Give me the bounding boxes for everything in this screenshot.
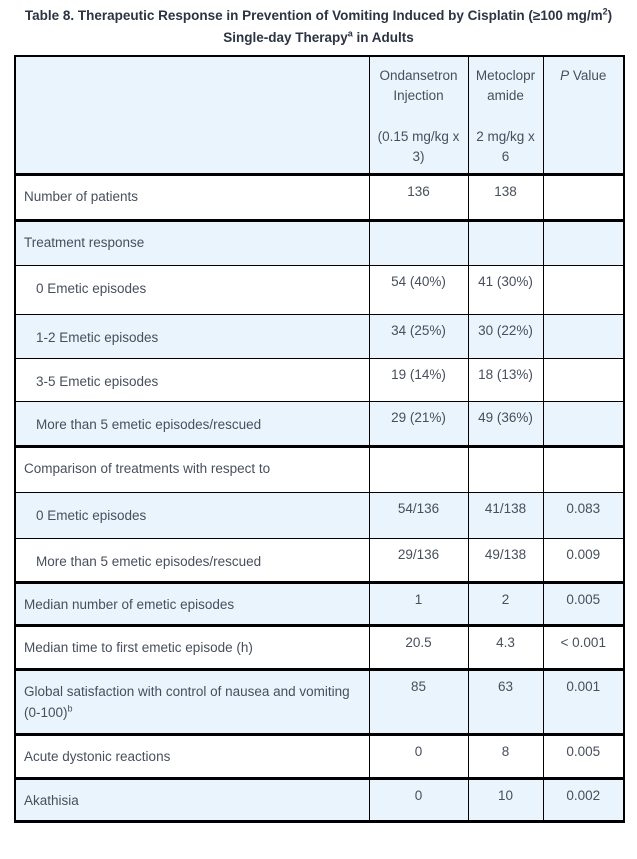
header-metoclopramide: Metoclopr amide 2 mg/kg x 6 xyxy=(467,55,544,177)
ondansetron-value: 34 (25%) xyxy=(368,314,469,360)
p-value-italic-p: P xyxy=(560,68,570,84)
header-empty-cell xyxy=(14,55,370,177)
metoclopramide-value: 18 (13%) xyxy=(467,358,544,403)
therapeutic-response-table: Ondansetron Injection (0.15 mg/kg x 3) M… xyxy=(14,55,625,824)
row-label: Treatment response xyxy=(14,220,370,267)
ondansetron-value: 0 xyxy=(368,734,469,781)
metoclopramide-value: 41 (30%) xyxy=(467,265,544,316)
row-label: Median time to first emetic episode (h) xyxy=(14,625,370,672)
row-label: 0 Emetic episodes xyxy=(14,492,370,540)
ondansetron-value: 29 (21%) xyxy=(368,401,469,449)
title-superscript: a xyxy=(347,28,353,39)
row-label: Median number of emetic episodes xyxy=(14,582,370,628)
ondansetron-value: 0 xyxy=(368,778,469,823)
table-row: Median time to first emetic episode (h) 2… xyxy=(14,625,625,672)
table-row: Median number of emetic episodes 1 2 0.005 xyxy=(14,582,625,628)
metoclopramide-value xyxy=(467,446,544,494)
p-value-cell: 0.009 xyxy=(542,538,625,585)
ondansetron-value xyxy=(368,446,469,494)
table-row: Akathisia 0 10 0.002 xyxy=(14,778,625,823)
title-text: Table 8. Therapeutic Response in Prevent… xyxy=(24,8,603,23)
table-row: Acute dystonic reactions 0 8 0.005 xyxy=(14,734,625,781)
metoclopramide-value: 49 (36%) xyxy=(467,401,544,449)
table-row: Global satisfaction with control of naus… xyxy=(14,669,625,737)
metoclopramide-value: 41/138 xyxy=(467,492,544,540)
row-label: Comparison of treatments with respect to xyxy=(14,446,370,494)
p-value-cell: < 0.001 xyxy=(542,625,625,672)
ondansetron-value: 54 (40%) xyxy=(368,265,469,316)
title-text: ) Single-day Therapy xyxy=(223,8,613,45)
p-value-cell: 0.005 xyxy=(542,734,625,781)
p-value-cell: 0.083 xyxy=(542,492,625,540)
row-label: 3-5 Emetic episodes xyxy=(14,358,370,403)
ondansetron-value: 54/136 xyxy=(368,492,469,540)
row-label: Acute dystonic reactions xyxy=(14,734,370,781)
p-value-cell: 0.005 xyxy=(542,582,625,628)
row-label: More than 5 emetic episodes/rescued xyxy=(14,538,370,585)
p-value-cell xyxy=(542,174,625,223)
metoclopramide-value: 10 xyxy=(467,778,544,823)
label-superscript: b xyxy=(67,703,73,714)
p-value-cell: 0.002 xyxy=(542,778,625,823)
p-value-cell xyxy=(542,358,625,403)
ondansetron-value: 85 xyxy=(368,669,469,737)
row-label: Akathisia xyxy=(14,778,370,823)
p-value-cell xyxy=(542,314,625,360)
metoclopramide-value: 4.3 xyxy=(467,625,544,672)
ondansetron-value: 1 xyxy=(368,582,469,628)
p-value-cell xyxy=(542,401,625,449)
table-row: Comparison of treatments with respect to xyxy=(14,446,625,494)
table-row: Treatment response xyxy=(14,220,625,267)
ondansetron-value: 20.5 xyxy=(368,625,469,672)
title-text: in Adults xyxy=(352,29,414,45)
row-label: Global satisfaction with control of naus… xyxy=(14,669,370,737)
table-row: Number of patients 136 138 xyxy=(14,174,625,223)
table-row: 0 Emetic episodes 54/136 41/138 0.083 xyxy=(14,492,625,540)
p-value-cell xyxy=(542,446,625,494)
p-value-rest: Value xyxy=(569,68,607,84)
ondansetron-value: 19 (14%) xyxy=(368,358,469,403)
table-row: More than 5 emetic episodes/rescued 29 (2… xyxy=(14,401,625,449)
header-p-value: P Value xyxy=(542,55,625,177)
metoclopramide-value: 63 xyxy=(467,669,544,737)
metoclopramide-value: 8 xyxy=(467,734,544,781)
row-label: Number of patients xyxy=(14,174,370,223)
metoclopramide-value xyxy=(467,220,544,267)
document-page: Table 8. Therapeutic Response in Prevent… xyxy=(0,0,637,824)
ondansetron-value: 29/136 xyxy=(368,538,469,585)
ondansetron-value xyxy=(368,220,469,267)
metoclopramide-value: 2 xyxy=(467,582,544,628)
table-row: 0 Emetic episodes 54 (40%) 41 (30%) xyxy=(14,265,625,316)
header-ondansetron-injection: Ondansetron Injection (0.15 mg/kg x 3) xyxy=(368,55,469,177)
metoclopramide-value: 138 xyxy=(467,174,544,223)
table-row: 1-2 Emetic episodes 34 (25%) 30 (22%) xyxy=(14,314,625,360)
row-label: 1-2 Emetic episodes xyxy=(14,314,370,360)
metoclopramide-value: 49/138 xyxy=(467,538,544,585)
ondansetron-value: 136 xyxy=(368,174,469,223)
table-row: More than 5 emetic episodes/rescued 29/13… xyxy=(14,538,625,585)
title-superscript: 2 xyxy=(602,6,608,17)
header-row: Ondansetron Injection (0.15 mg/kg x 3) M… xyxy=(14,55,625,177)
row-label: More than 5 emetic episodes/rescued xyxy=(14,401,370,449)
p-value-cell xyxy=(542,220,625,267)
table-row: 3-5 Emetic episodes 19 (14%) 18 (13%) xyxy=(14,358,625,403)
metoclopramide-value: 30 (22%) xyxy=(467,314,544,360)
p-value-cell: 0.001 xyxy=(542,669,625,737)
p-value-cell xyxy=(542,265,625,316)
row-label: 0 Emetic episodes xyxy=(14,265,370,316)
table-caption: Table 8. Therapeutic Response in Prevent… xyxy=(0,0,637,55)
